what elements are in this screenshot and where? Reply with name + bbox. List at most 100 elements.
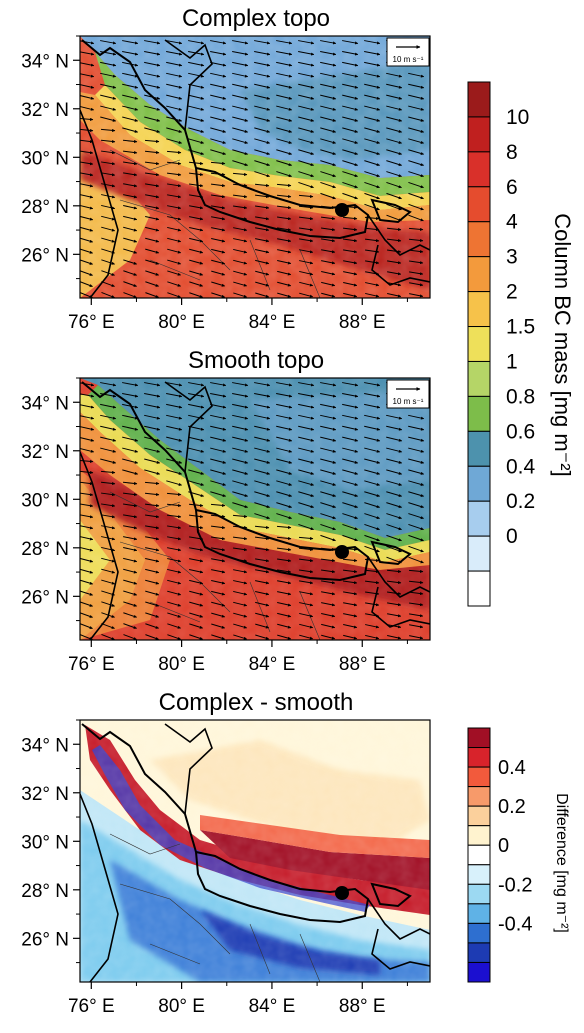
wind-arrow	[254, 547, 270, 552]
wind-arrow	[232, 536, 248, 541]
wind-arrow	[80, 481, 94, 486]
colorbar-tick-label: 2	[506, 281, 518, 304]
wind-arrow	[299, 612, 314, 618]
wind-arrow	[254, 171, 270, 178]
x-tick-label: 84° E	[249, 996, 296, 1017]
wind-arrow	[277, 281, 292, 287]
wind-arrow	[80, 117, 94, 121]
x-tick-label: 76° E	[68, 996, 115, 1017]
wind-arrow	[101, 226, 116, 232]
border-line	[370, 198, 412, 224]
wind-arrow	[255, 227, 270, 232]
wind-arrow	[145, 215, 160, 221]
wind-arrow	[123, 205, 138, 210]
wind-arrow	[123, 536, 138, 541]
border-line	[367, 214, 430, 256]
wind-arrow	[144, 414, 161, 420]
wind-arrow	[123, 557, 138, 563]
wind-arrow	[101, 291, 115, 298]
y-tick-label: 26° N	[21, 245, 69, 266]
wind-arrow	[80, 404, 95, 409]
wind-arrow	[232, 447, 249, 453]
wind-arrow	[167, 568, 182, 574]
wind-arrow	[320, 436, 337, 442]
wind-arrow	[364, 238, 380, 243]
wind-arrow	[386, 447, 403, 453]
wind-arrow	[144, 436, 161, 442]
wind-arrow	[386, 491, 402, 497]
wind-arrow	[210, 480, 226, 486]
colorbar-box	[467, 727, 491, 749]
colorbar-tick-label: 8	[506, 141, 518, 164]
wind-arrow	[167, 183, 182, 188]
wind-arrow	[188, 116, 205, 122]
wind-arrow	[232, 480, 248, 486]
wind-arrow	[80, 84, 95, 89]
wind-arrow	[255, 612, 270, 618]
wind-arrow	[101, 525, 116, 530]
wind-arrow	[188, 491, 204, 497]
wind-arrow	[387, 260, 402, 265]
y-tick-label: 30° N	[21, 490, 69, 511]
panel-complex-topo: Complex topo 10 m s⁻¹ 34° N 32° N 30° N 28°…	[21, 5, 431, 333]
colorbar-tick-label: 0	[506, 525, 518, 548]
wind-arrow	[364, 83, 381, 89]
wind-arrow	[387, 293, 402, 298]
wind-arrow	[123, 514, 138, 519]
wind-arrow	[277, 259, 292, 265]
wind-arrow	[101, 237, 116, 243]
wind-arrow	[101, 270, 115, 276]
wind-arrow	[342, 72, 359, 78]
wind-arrow	[144, 469, 161, 475]
wind-arrow	[320, 480, 336, 486]
wind-arrow	[167, 216, 182, 221]
wind-arrow	[276, 61, 293, 67]
wind-arrow	[232, 525, 248, 530]
wind-arrow	[386, 181, 402, 189]
wind-arrow	[211, 227, 226, 232]
wind-arrow	[101, 601, 115, 607]
wind-arrow	[298, 491, 314, 497]
colorbar-box	[467, 360, 491, 397]
x-tick-label: 80° E	[158, 312, 205, 333]
wind-arrow	[408, 171, 424, 178]
map-field	[80, 36, 430, 298]
wind-arrow	[342, 127, 359, 133]
wind-arrow	[276, 458, 293, 464]
border-line	[194, 166, 370, 240]
colorbar-tick-label: 0.2	[498, 796, 526, 818]
wind-arrow	[276, 425, 293, 431]
wind-arrow	[123, 226, 138, 232]
colorbar-box	[467, 903, 491, 924]
wind-arrow	[254, 513, 270, 520]
wind-arrow	[80, 237, 94, 243]
wind-arrow	[101, 248, 115, 254]
state-line	[299, 933, 321, 982]
wind-arrow	[188, 105, 205, 111]
wind-arrow	[408, 534, 424, 542]
wind-arrow	[320, 160, 336, 167]
wind-arrow	[188, 480, 204, 486]
colorbar-tick-label: 1.5	[506, 316, 535, 339]
wind-arrow	[364, 138, 380, 144]
colorbar-box	[467, 747, 491, 768]
site-marker	[335, 545, 349, 559]
wind-arrow	[188, 514, 204, 519]
wind-arrow	[320, 392, 337, 398]
wind-arrow	[210, 183, 226, 188]
wind-arrow	[122, 83, 139, 89]
wind-arrow	[80, 557, 94, 563]
wind-arrow	[166, 403, 183, 409]
wind-arrow	[144, 503, 160, 508]
wind-arrow	[386, 569, 402, 574]
wind-arrow	[145, 183, 160, 188]
wind-arrow	[189, 612, 204, 618]
colorbar-tick-label: 0.4	[498, 757, 526, 779]
wind-arrow	[167, 292, 181, 298]
wind-arrow	[167, 194, 182, 199]
colorbar-box	[467, 766, 491, 788]
wind-arrow	[210, 40, 227, 45]
wind-arrow	[298, 72, 315, 78]
wind-arrow	[408, 502, 424, 509]
wind-arrow	[342, 447, 359, 453]
